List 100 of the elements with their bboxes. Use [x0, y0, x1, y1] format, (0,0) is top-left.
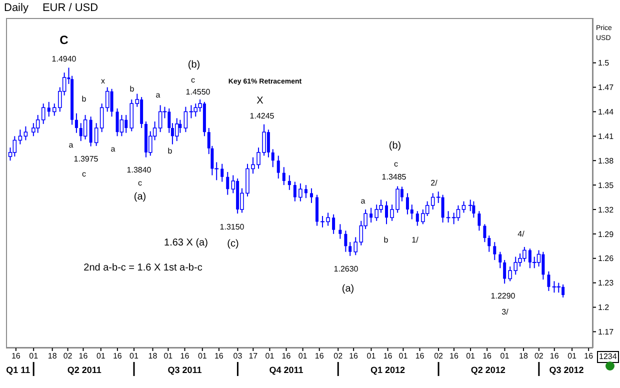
- candlestick: [298, 182, 302, 202]
- x-tick-label: 16: [214, 352, 224, 361]
- annotation: a: [110, 144, 116, 154]
- candlestick: [18, 129, 22, 145]
- annotation: 1.4550: [186, 88, 211, 96]
- candlestick: [370, 207, 373, 224]
- annotation: 1.2630: [334, 264, 359, 274]
- candlestick: [89, 116, 92, 147]
- annotation: a: [68, 140, 74, 150]
- y-tick-label: 1.47: [598, 83, 614, 92]
- annotation: 1.2290: [490, 292, 516, 300]
- x-tick-label: 16: [550, 352, 560, 361]
- annotation: (c): [227, 238, 239, 250]
- candlestick: [276, 155, 280, 180]
- x-tick-label: 18: [519, 352, 528, 361]
- x-tick-label: 01: [29, 352, 39, 361]
- candlestick: [293, 181, 296, 202]
- candlestick: [416, 210, 419, 226]
- candlestick: [105, 86, 110, 112]
- x-tick-label: 01: [366, 352, 376, 361]
- x-tick-label: 02: [334, 352, 344, 361]
- y-tick-label: 1.17: [598, 328, 614, 337]
- annotation: b: [130, 84, 135, 94]
- candlestick: [385, 200, 388, 225]
- x-tick-label: 02: [63, 352, 73, 361]
- annotation: 1.3840: [126, 166, 152, 174]
- candlestick: [226, 172, 230, 196]
- x-tick-label: 01: [298, 352, 308, 361]
- candlestick: [493, 242, 496, 260]
- x2-tick-label: Q3 2011: [168, 365, 202, 375]
- x2-tick-label: Q1 2012: [370, 365, 406, 375]
- y-tick-label: 1.44: [598, 108, 614, 117]
- x-tick-label: 18: [48, 352, 58, 361]
- annotation: (b): [188, 60, 200, 70]
- candlestick: [47, 101, 50, 118]
- candlestick: [410, 204, 414, 220]
- x-tick-label: 16: [112, 352, 122, 361]
- annotation: c: [82, 170, 86, 178]
- x-tick-label: 01: [198, 352, 208, 361]
- y-tick-label: 1.35: [598, 180, 614, 190]
- candlestick: [120, 114, 124, 137]
- x2-tick-label: Q3 2012: [549, 365, 584, 375]
- y-tick-label: 1.2: [598, 303, 610, 312]
- candlestick: [271, 148, 274, 168]
- candlestick: [556, 282, 562, 294]
- x2-tick-label: Q2 2012: [470, 365, 506, 375]
- candlestick: [288, 174, 291, 190]
- candlestick: [12, 136, 17, 158]
- candlestick: [483, 224, 486, 243]
- annotation: (b): [388, 140, 402, 152]
- candlestick: [478, 210, 481, 232]
- candlestick: [83, 114, 88, 140]
- candlestick: [282, 166, 286, 186]
- annotation: a: [360, 196, 366, 206]
- annotation: (a): [342, 284, 354, 294]
- annotation: a: [156, 90, 161, 100]
- candlestick: [100, 103, 104, 133]
- annotation: b: [384, 236, 389, 244]
- x2-tick-label: Q4 2011: [269, 365, 304, 375]
- candlestick: [488, 235, 491, 252]
- x-tick-label: 01: [466, 352, 476, 361]
- annotation: 4/: [518, 230, 526, 238]
- x-tick-label: 17: [248, 352, 258, 361]
- x2-tick-label: Q1 11: [6, 365, 30, 375]
- candlestick: [344, 230, 348, 252]
- candlestick: [220, 163, 224, 182]
- annotation: 2/: [430, 178, 438, 188]
- x2-tick-label: Q2 2011: [67, 365, 102, 375]
- annotation: c: [191, 76, 195, 84]
- annotation: 1/: [412, 236, 420, 244]
- x-tick-label: 16: [282, 352, 292, 361]
- y-tick-label: 1.29: [598, 230, 614, 239]
- candlestick: [503, 260, 506, 284]
- x-tick-label: 16: [415, 352, 425, 361]
- annotation: (a): [134, 192, 146, 202]
- candlestick: [32, 122, 36, 137]
- x-tick-label: 16: [314, 352, 324, 361]
- candlestick: [304, 184, 308, 199]
- x-tick-label: 01: [398, 352, 408, 361]
- annotation: c: [138, 178, 142, 188]
- candlestick: [338, 224, 342, 240]
- y-tick-label: 1.32: [598, 205, 614, 214]
- x-tick-label: 01: [568, 352, 578, 361]
- annotation: 2nd a-b-c = 1.6 X 1st a-b-c: [84, 262, 202, 274]
- x-tick-label: 16: [180, 352, 190, 361]
- candlestick: [24, 126, 28, 141]
- candlestick: [174, 118, 179, 142]
- candlestick: [456, 204, 460, 222]
- candlestick: [41, 103, 46, 124]
- candlestick: [94, 122, 98, 146]
- x-tick-label: 02: [434, 352, 444, 361]
- annotation: 1.4245: [250, 112, 275, 120]
- candlestick: [158, 104, 162, 133]
- candlestick: [348, 242, 352, 256]
- y-tick-label: 1.5: [598, 58, 610, 68]
- candlestick: [178, 119, 182, 134]
- x-tick-label: 16: [584, 352, 594, 361]
- annotation: 1.4940: [52, 54, 77, 64]
- candlestick: [332, 214, 336, 234]
- candlestick: [472, 200, 476, 218]
